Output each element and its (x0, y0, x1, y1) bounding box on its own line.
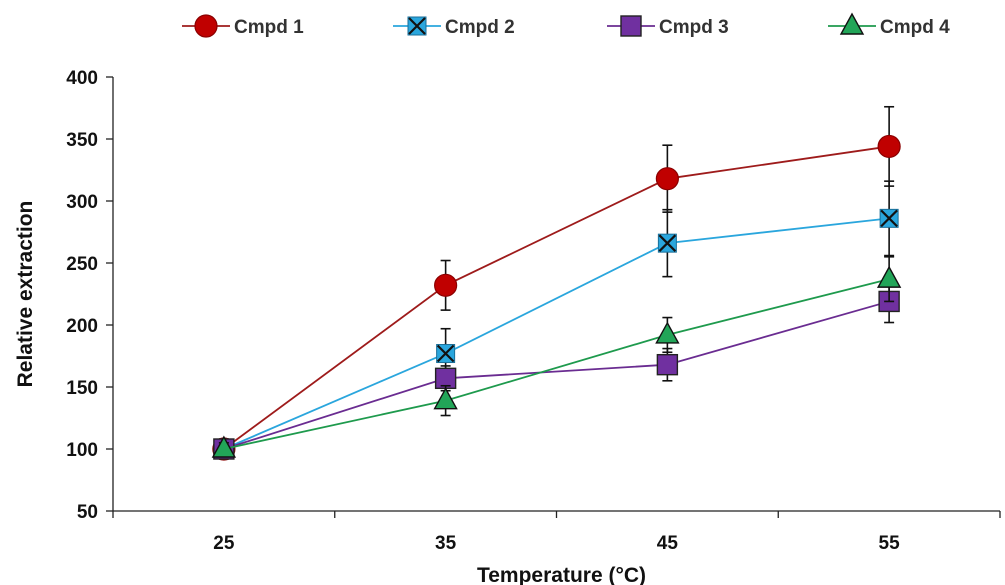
data-point (436, 344, 456, 364)
y-tick-label: 250 (66, 254, 98, 275)
data-point (655, 167, 679, 191)
data-point (655, 321, 680, 344)
series-cmpd-3-line (223, 300, 890, 450)
legend-marker (407, 16, 427, 36)
legend: Cmpd 1 Cmpd 2 Cmpd 3 Cmpd 4 (182, 12, 950, 38)
x-axis-title: Temperature (°C) (477, 564, 646, 585)
x-ticks: 25 35 45 55 (112, 511, 1001, 554)
y-tick-label: 300 (66, 192, 98, 213)
data-point (876, 265, 902, 288)
y-tick-label: 150 (66, 378, 98, 399)
series-layer (211, 105, 902, 461)
legend-item: Cmpd 1 (182, 14, 304, 38)
series-cmpd-2-error-bars (218, 180, 895, 458)
data-point (433, 387, 458, 410)
series-cmpd-2 (214, 180, 899, 459)
series-cmpd-4-line (223, 278, 890, 450)
y-tick-label: 350 (66, 130, 98, 151)
y-tick-label: 200 (66, 316, 98, 337)
series-cmpd-3 (213, 279, 900, 460)
series-cmpd-4 (211, 255, 902, 458)
y-tick-label: 50 (77, 502, 98, 523)
legend-marker (839, 12, 865, 35)
y-tick-label: 400 (66, 68, 98, 89)
legend-marker (620, 15, 642, 37)
x-tick-label: 25 (213, 533, 235, 554)
data-point (434, 273, 458, 297)
series-cmpd-1 (212, 105, 901, 461)
series-cmpd-1-line (223, 145, 890, 450)
y-ticks: 50 100 150 200 250 300 350 400 (66, 68, 113, 523)
series-cmpd-2-line (223, 217, 890, 450)
legend-item: Cmpd 3 (607, 15, 729, 38)
legend-label: Cmpd 2 (445, 17, 515, 38)
legend-label: Cmpd 1 (234, 17, 304, 38)
x-tick-label: 55 (879, 533, 901, 554)
legend-label: Cmpd 3 (659, 17, 729, 38)
legend-item: Cmpd 4 (828, 12, 950, 38)
data-point (656, 353, 679, 376)
series-cmpd-4-error-bars (218, 255, 895, 457)
data-point (877, 134, 901, 159)
data-point (879, 208, 899, 228)
legend-label: Cmpd 4 (880, 17, 950, 38)
x-tick-label: 45 (657, 533, 679, 554)
data-point (211, 435, 237, 458)
y-tick-label: 100 (66, 440, 98, 461)
axes (112, 77, 1000, 512)
legend-item: Cmpd 2 (393, 16, 515, 38)
legend-marker (194, 14, 218, 38)
data-point (657, 233, 677, 253)
y-axis-title: Relative extraction (14, 201, 37, 388)
x-tick-label: 35 (435, 533, 457, 554)
